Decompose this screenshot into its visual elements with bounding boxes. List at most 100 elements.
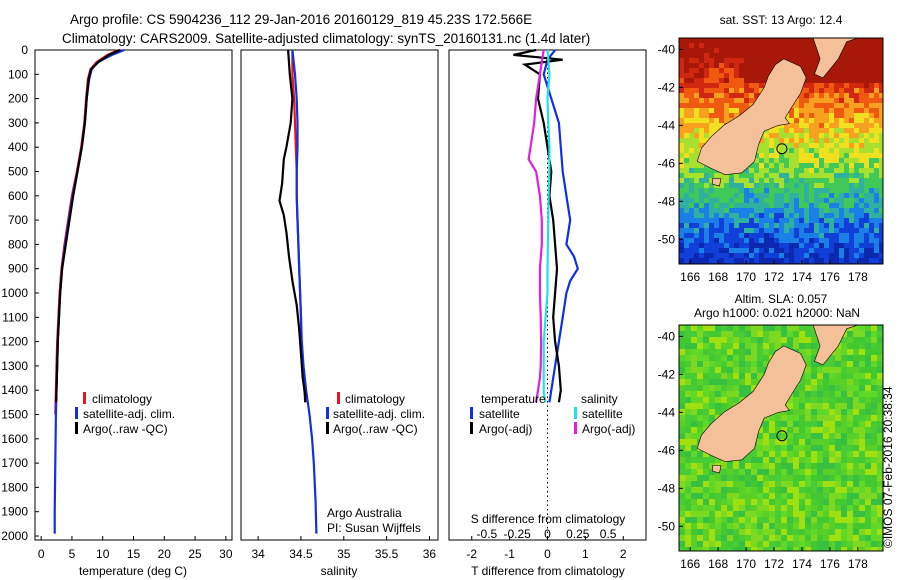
sla-cell [691, 397, 697, 403]
sst-cell [724, 188, 729, 193]
sla-cell [799, 325, 805, 331]
sla-cell [751, 523, 757, 529]
sst-cell [844, 118, 849, 123]
sla-cell [811, 511, 817, 517]
sst-map-frame [678, 37, 884, 265]
sst-cell [769, 133, 774, 138]
sla-cell [841, 529, 847, 535]
sst-cell [804, 183, 809, 188]
sla-cell [823, 385, 829, 391]
sst-cell [704, 108, 709, 113]
sla-cell [793, 529, 799, 535]
sla-cell [685, 349, 691, 355]
sla-cell [685, 361, 691, 367]
sst-cell [769, 228, 774, 233]
sla-cell [877, 373, 883, 379]
sst-cell [694, 43, 699, 48]
sst-cell [759, 228, 764, 233]
sla-cell [817, 397, 823, 403]
sst-cell [764, 173, 769, 178]
sst-cell [834, 243, 839, 248]
sst-cell [789, 163, 794, 168]
sst-cell [879, 108, 883, 113]
sst-cell [809, 113, 814, 118]
sst-cell [724, 88, 729, 93]
sst-cell [679, 98, 684, 103]
sst-cell [719, 253, 724, 258]
sla-cell [739, 535, 745, 541]
s-tick-label: -0.5 [477, 527, 498, 541]
sst-cell [789, 113, 794, 118]
sla-cell [715, 337, 721, 343]
sst-cell [829, 198, 834, 203]
sst-cell [729, 248, 734, 253]
sst-cell [839, 153, 844, 158]
sla-cell [799, 505, 805, 511]
sst-cell [859, 208, 864, 213]
sst-cell [769, 153, 774, 158]
sst-cell [719, 88, 724, 93]
sst-cell [809, 53, 814, 58]
sla-cell [685, 427, 691, 433]
sla-cell [829, 463, 835, 469]
sla-cell [793, 547, 799, 551]
sla-cell [727, 493, 733, 499]
sst-cell [819, 258, 824, 263]
sla-cell [721, 463, 727, 469]
sst-cell [709, 228, 714, 233]
sla-cell [793, 445, 799, 451]
sst-cell [829, 178, 834, 183]
sla-cell [715, 331, 721, 337]
sst-cell [834, 218, 839, 223]
sla-cell [811, 415, 817, 421]
sla-cell [847, 325, 853, 331]
sla-cell [853, 355, 859, 361]
sst-cell [854, 68, 859, 73]
sst-cell [734, 58, 739, 63]
sla-cell [703, 409, 709, 415]
sst-cell [779, 123, 784, 128]
sla-cell [817, 469, 823, 475]
sst-cell [764, 208, 769, 213]
sla-cell [877, 421, 883, 427]
sst-cell [734, 88, 739, 93]
sla-cell [685, 487, 691, 493]
sla-cell [715, 379, 721, 385]
sst-cell [724, 208, 729, 213]
sla-cell [679, 385, 685, 391]
sla-cell [703, 379, 709, 385]
sst-cell [769, 243, 774, 248]
sla-cell [745, 487, 751, 493]
legend-argo: Argo(..raw -QC) [83, 422, 168, 436]
sla-cell [709, 349, 715, 355]
sst-cell [839, 73, 844, 78]
sst-cell [689, 43, 694, 48]
sla-cell [793, 517, 799, 523]
sla-cell [697, 463, 703, 469]
sst-cell [704, 38, 709, 43]
sst-cell [819, 243, 824, 248]
sla-cell [841, 343, 847, 349]
sla-cell [757, 343, 763, 349]
sla-cell [757, 337, 763, 343]
sst-cell [829, 243, 834, 248]
sst-cell [819, 203, 824, 208]
sla-cell [811, 421, 817, 427]
sst-cell [869, 218, 874, 223]
sla-cell [853, 397, 859, 403]
sla-cell [697, 385, 703, 391]
sst-cell [849, 233, 854, 238]
sst-cell [734, 218, 739, 223]
x-tick-label: 1 [582, 547, 589, 561]
sst-cell [689, 253, 694, 258]
sla-cell [763, 541, 769, 547]
sst-cell [704, 198, 709, 203]
sla-cell [709, 535, 715, 541]
sla-cell [739, 397, 745, 403]
sst-cell [699, 253, 704, 258]
sla-cell [871, 445, 877, 451]
sla-cell [733, 385, 739, 391]
sla-cell [769, 499, 775, 505]
sla-cell [727, 337, 733, 343]
sst-cell [874, 243, 879, 248]
